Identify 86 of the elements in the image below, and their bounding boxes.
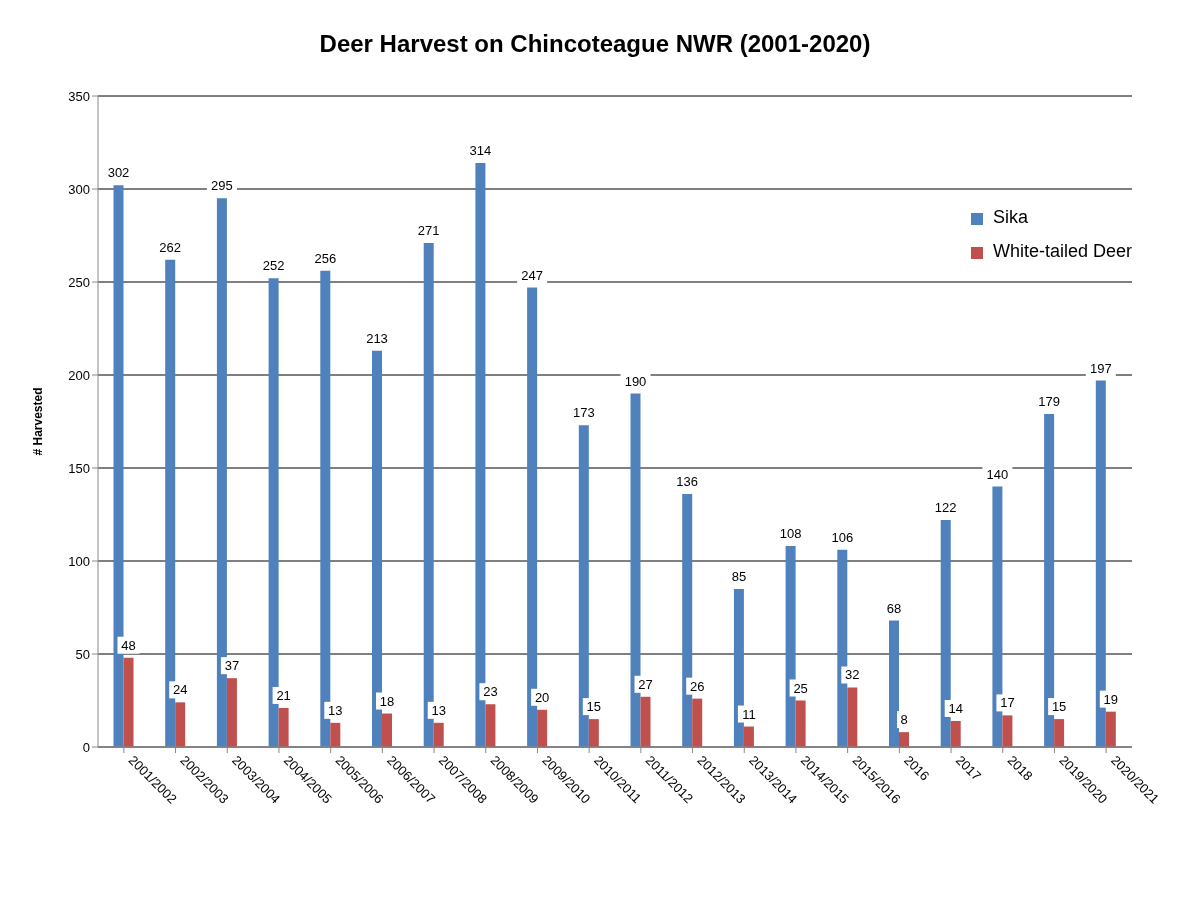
bar	[226, 678, 237, 747]
bar	[1095, 380, 1106, 747]
bar	[950, 720, 961, 747]
bar	[475, 162, 486, 747]
legend-label: White-tailed Deer	[992, 241, 1132, 261]
data-label: 19	[1103, 691, 1119, 707]
bar	[889, 620, 900, 747]
data-label: 25	[793, 680, 808, 696]
chart-title: Deer Harvest on Chincoteague NWR (2001-2020)	[318, 29, 872, 59]
data-label: 27	[638, 676, 653, 692]
data-label: 213	[366, 330, 388, 346]
bar	[278, 707, 289, 747]
data-label: 15	[1051, 699, 1067, 715]
bar	[1054, 719, 1065, 747]
y-tick-label: 250	[68, 274, 90, 290]
data-label: 48	[121, 637, 136, 653]
data-label: 13	[328, 702, 343, 718]
legend-label: Sika	[992, 207, 1028, 227]
data-label: 11	[742, 706, 756, 722]
bar	[423, 242, 434, 747]
data-label: 13	[431, 702, 446, 718]
data-label: 85	[731, 568, 747, 584]
y-tick-label: 0	[82, 739, 90, 755]
data-label: 68	[886, 600, 902, 616]
bar	[588, 719, 599, 747]
bar	[899, 732, 910, 747]
data-label: 179	[1038, 394, 1060, 410]
bar	[175, 702, 186, 747]
bar	[847, 687, 858, 747]
y-axis-title: # Harvested	[31, 387, 46, 456]
bar	[1044, 414, 1055, 747]
bar	[785, 546, 796, 747]
data-label: 15	[586, 699, 602, 715]
data-label: 122	[934, 500, 957, 516]
data-label: 295	[211, 178, 233, 194]
bar	[795, 700, 806, 747]
bar	[640, 696, 651, 747]
data-label: 14	[948, 700, 963, 716]
y-tick-label: 50	[75, 646, 90, 662]
data-label: 108	[779, 526, 802, 542]
data-label: 18	[379, 693, 395, 709]
bar	[433, 722, 444, 747]
bar	[992, 486, 1003, 747]
data-label: 140	[986, 466, 1009, 482]
bar	[692, 698, 703, 747]
data-label: 26	[689, 678, 705, 694]
data-label: 190	[624, 373, 647, 389]
bar	[537, 709, 548, 747]
bar	[630, 393, 641, 747]
data-label: 136	[676, 474, 699, 490]
data-label: 20	[534, 689, 550, 705]
data-label: 271	[417, 222, 440, 238]
bar	[123, 657, 134, 747]
y-tick-label: 350	[68, 88, 90, 104]
data-label: 32	[845, 667, 860, 683]
data-label: 252	[262, 258, 285, 274]
bar	[940, 520, 951, 747]
data-label: 173	[572, 405, 595, 421]
bar	[743, 726, 754, 747]
y-tick-label: 100	[68, 553, 90, 569]
data-label: 197	[1089, 360, 1112, 376]
bar	[1002, 715, 1013, 747]
data-label: 24	[172, 682, 188, 698]
y-tick-label: 200	[68, 367, 90, 383]
bar	[216, 198, 227, 747]
data-label: 8	[900, 712, 908, 728]
data-label: 17	[1000, 695, 1015, 711]
y-tick-label: 300	[68, 181, 90, 197]
bar	[382, 713, 393, 747]
bar	[268, 278, 279, 747]
y-tick-label: 150	[68, 460, 90, 476]
data-label: 37	[224, 658, 240, 674]
bar	[1105, 711, 1116, 747]
data-label: 23	[483, 684, 498, 700]
data-label: 302	[107, 165, 130, 181]
data-label: 262	[159, 239, 182, 255]
data-label: 256	[314, 250, 337, 266]
data-label: 314	[469, 142, 492, 158]
bar	[578, 425, 589, 747]
data-label: 106	[831, 529, 854, 545]
data-label: 247	[521, 267, 543, 283]
bar	[330, 722, 341, 747]
bar	[320, 270, 331, 747]
bar	[485, 704, 496, 747]
data-label: 21	[276, 687, 291, 703]
bar	[733, 588, 744, 747]
